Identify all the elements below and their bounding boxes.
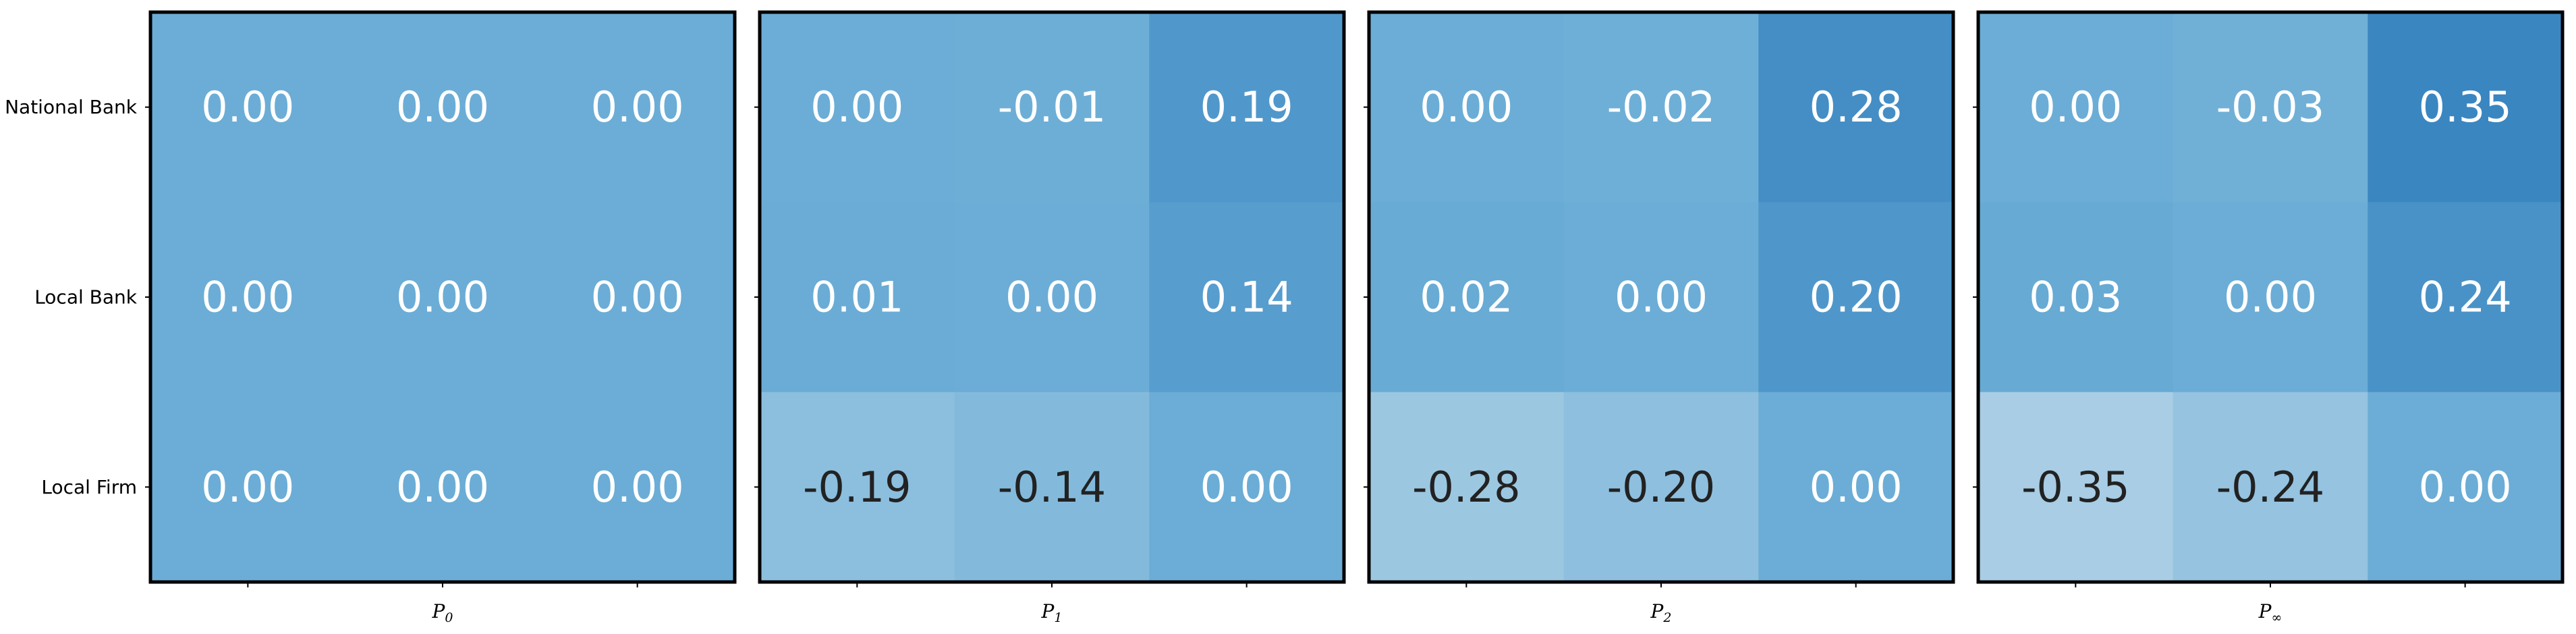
cell-value-label: 0.00: [2419, 463, 2512, 512]
cell-value-label: 0.00: [591, 82, 684, 132]
heatmap-cell: [345, 202, 540, 393]
panel-x-label: P∞: [2258, 600, 2283, 625]
panel-x-label: P0: [432, 600, 453, 625]
heatmap-panel: 0.00 -0.03 0.35 0.03 0.00 0.24 -0.35 -0.24 0.00 P…: [1973, 10, 2565, 625]
heatmap-cell: [954, 392, 1150, 583]
heatmap-cell: [2368, 392, 2563, 583]
heatmap-cell: [150, 392, 346, 583]
cell-value-label: 0.00: [201, 463, 294, 512]
cell-value-label: 0.00: [1615, 273, 1708, 322]
heatmap-cell: [954, 202, 1150, 393]
heatmap-cell: [540, 12, 735, 203]
cell-value-label: -0.19: [803, 463, 911, 512]
cell-value-label: 0.20: [1810, 273, 1903, 322]
row-label: Local Bank: [34, 286, 138, 309]
panel-x-label: P2: [1650, 600, 1672, 625]
cell-value-label: 0.19: [1200, 82, 1293, 132]
cell-value-label: 0.24: [2419, 273, 2512, 322]
heatmap-cell: [954, 12, 1150, 203]
cell-value-label: -0.20: [1607, 463, 1715, 512]
cell-value-label: -0.03: [2216, 82, 2324, 132]
cell-value-label: 0.00: [201, 273, 294, 322]
heatmap-cell: [540, 392, 735, 583]
cell-value-label: -0.28: [1412, 463, 1520, 512]
cell-value-label: -0.02: [1607, 82, 1715, 132]
cell-value-label: 0.00: [810, 82, 903, 132]
cell-value-label: 0.03: [2029, 273, 2122, 322]
heatmap-cell: [345, 392, 540, 583]
heatmap-cell: [1758, 392, 1954, 583]
heatmap-cell: [1978, 202, 2174, 393]
heatmap-cell: [1563, 12, 1759, 203]
cell-value-label: 0.00: [201, 82, 294, 132]
heatmap-cell: [1563, 202, 1759, 393]
cell-value-label: 0.02: [1420, 273, 1513, 322]
heatmap-cell: [1758, 202, 1954, 393]
cell-value-label: 0.00: [591, 463, 684, 512]
heatmap-panel: 0.00 -0.01 0.19 0.01 0.00 0.14 -0.19 -0.14 0.00 P…: [754, 10, 1346, 625]
heatmap-cell: [760, 202, 955, 393]
cell-value-label: 0.35: [2419, 82, 2512, 132]
cell-value-label: 0.01: [810, 273, 903, 322]
cell-value-label: 0.00: [591, 273, 684, 322]
heatmap-cell: [1369, 392, 1565, 583]
row-label: Local Firm: [41, 476, 137, 498]
heatmap-cell: [2173, 12, 2368, 203]
heatmap-cell: [345, 12, 540, 203]
heatmap-cell: [150, 12, 346, 203]
heatmap-cell: [1978, 392, 2174, 583]
panel-x-label: P1: [1041, 600, 1063, 625]
cell-value-label: 0.14: [1200, 273, 1293, 322]
cell-value-label: 0.00: [1005, 273, 1098, 322]
cell-value-label: 0.00: [396, 463, 489, 512]
cell-value-label: -0.01: [998, 82, 1106, 132]
heatmap-cell: [760, 392, 955, 583]
heatmap-cell: [2173, 202, 2368, 393]
heatmap-cell: [1149, 202, 1345, 393]
cell-value-label: 0.00: [396, 82, 489, 132]
heatmap-cell: [150, 202, 346, 393]
heatmap-cell: [1978, 12, 2174, 203]
heatmap-cell: [2173, 392, 2368, 583]
heatmap-cell: [1758, 12, 1954, 203]
cell-value-label: 0.00: [2224, 273, 2317, 322]
cell-value-label: -0.24: [2216, 463, 2324, 512]
cell-value-label: 0.28: [1810, 82, 1903, 132]
heatmap-cell: [2368, 12, 2563, 203]
heatmap-cell: [760, 12, 955, 203]
heatmap-cell: [1369, 12, 1565, 203]
cell-value-label: 0.00: [1810, 463, 1903, 512]
heatmap-cell: [1563, 392, 1759, 583]
heatmap-panel: 0.00 -0.02 0.28 0.02 0.00 0.20 -0.28 -0.20 0.00 P…: [1364, 10, 1955, 625]
row-label: National Bank: [5, 96, 138, 118]
cell-value-label: 0.00: [1420, 82, 1513, 132]
cell-value-label: 0.00: [1200, 463, 1293, 512]
heatmap-cell: [1149, 12, 1345, 203]
heatmap-cell: [2368, 202, 2563, 393]
heatmap-panel: 0.00 0.00 0.00 0.00 0.00 0.00 0.00 0.00 0.00 P0: [145, 10, 737, 625]
cell-value-label: -0.35: [2021, 463, 2129, 512]
cell-value-label: -0.14: [998, 463, 1106, 512]
cell-value-label: 0.00: [2029, 82, 2122, 132]
cell-value-label: 0.00: [396, 273, 489, 322]
heatmap-cell: [540, 202, 735, 393]
heatmap-cell: [1369, 202, 1565, 393]
heatmap-cell: [1149, 392, 1345, 583]
